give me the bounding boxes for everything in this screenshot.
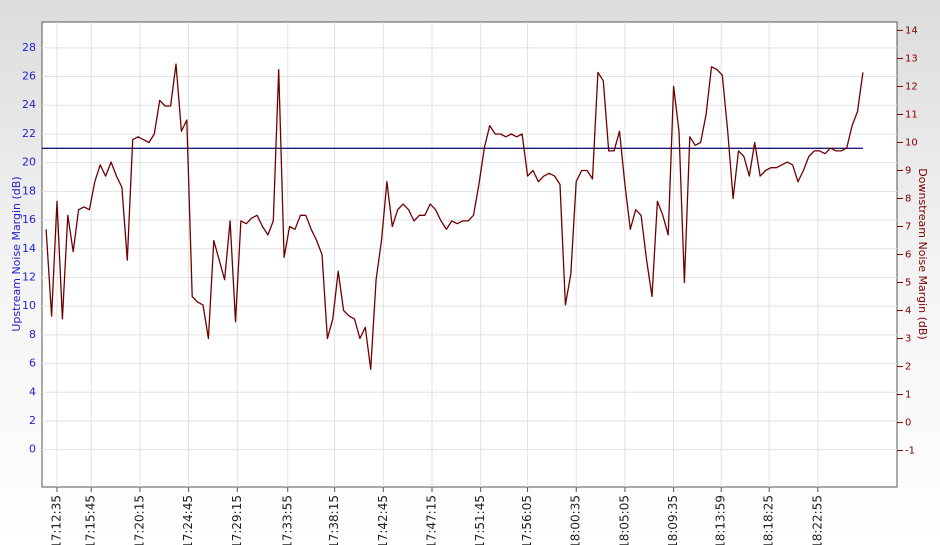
series-line bbox=[45, 63, 864, 370]
y2-tick-label: -1 bbox=[905, 446, 915, 457]
y-tick-label: 12 bbox=[22, 270, 36, 283]
y2-tick-label: 0 bbox=[905, 418, 911, 429]
x-tick-label: 17:38:15 bbox=[327, 495, 341, 545]
y2-tick-label: 8 bbox=[905, 193, 911, 204]
y2-tick-label: 5 bbox=[905, 278, 911, 289]
x-tick-label: 18:13:59 bbox=[714, 495, 728, 545]
y2-tick-label: 7 bbox=[905, 221, 911, 232]
y-tick-label: 6 bbox=[29, 357, 36, 370]
x-tick-label: 17:42:45 bbox=[376, 495, 390, 545]
y-tick-label: 18 bbox=[22, 184, 36, 197]
x-tick-label: 18:22:55 bbox=[810, 495, 824, 545]
y2-tick-label: 9 bbox=[905, 165, 911, 176]
y-tick-label: 26 bbox=[22, 70, 36, 83]
x-tick-label: 17:24:45 bbox=[181, 495, 195, 545]
x-tick-label: 17:20:15 bbox=[132, 495, 146, 545]
y2-tick-label: 13 bbox=[905, 53, 918, 64]
x-tick-label: 18:05:05 bbox=[617, 495, 631, 545]
x-tick-label: 17:56:05 bbox=[520, 495, 534, 545]
y2-tick-label: 1 bbox=[905, 390, 911, 401]
y2-tick-label: 2 bbox=[905, 362, 911, 373]
y-tick-label: 22 bbox=[22, 127, 36, 140]
y2-tick-label: 4 bbox=[905, 306, 911, 317]
y2-tick-label: 3 bbox=[905, 334, 911, 345]
x-tick-label: 18:00:35 bbox=[569, 495, 583, 545]
y-tick-label: 4 bbox=[29, 385, 36, 398]
y-axis-title: Upstream Noise Margin (dB) bbox=[10, 176, 23, 331]
y-tick-label: 28 bbox=[22, 41, 36, 54]
y2-tick-label: 6 bbox=[905, 250, 911, 261]
y2-tick-label: 11 bbox=[905, 109, 918, 120]
x-tick-label: 18:18:25 bbox=[762, 495, 776, 545]
x-tick-label: 18:09:35 bbox=[666, 495, 680, 545]
y-tick-label: 0 bbox=[29, 443, 36, 456]
x-tick-label: 17:29:15 bbox=[230, 495, 244, 545]
plot-area bbox=[41, 21, 898, 488]
y-tick-label: 16 bbox=[22, 213, 36, 226]
y2-tick-label: 10 bbox=[905, 137, 918, 148]
y-tick-label: 24 bbox=[22, 98, 36, 111]
y2-axis-title: Downstream Noise Margin (dB) bbox=[916, 168, 929, 339]
y-tick-label: 10 bbox=[22, 299, 36, 312]
y-tick-label: 8 bbox=[29, 328, 36, 341]
x-tick-label: 17:51:45 bbox=[473, 495, 487, 545]
y-tick-label: 14 bbox=[22, 242, 36, 255]
x-tick-label: 17:15:45 bbox=[84, 495, 98, 545]
y2-tick-label: 14 bbox=[905, 25, 918, 36]
x-tick-label: 17:33:55 bbox=[280, 495, 294, 545]
y-tick-label: 20 bbox=[22, 156, 36, 169]
y2-tick-label: 12 bbox=[905, 81, 918, 92]
x-tick-label: 17:47:15 bbox=[424, 495, 438, 545]
y-tick-label: 2 bbox=[29, 414, 36, 427]
x-tick-label: 17:12:35 bbox=[49, 495, 63, 545]
